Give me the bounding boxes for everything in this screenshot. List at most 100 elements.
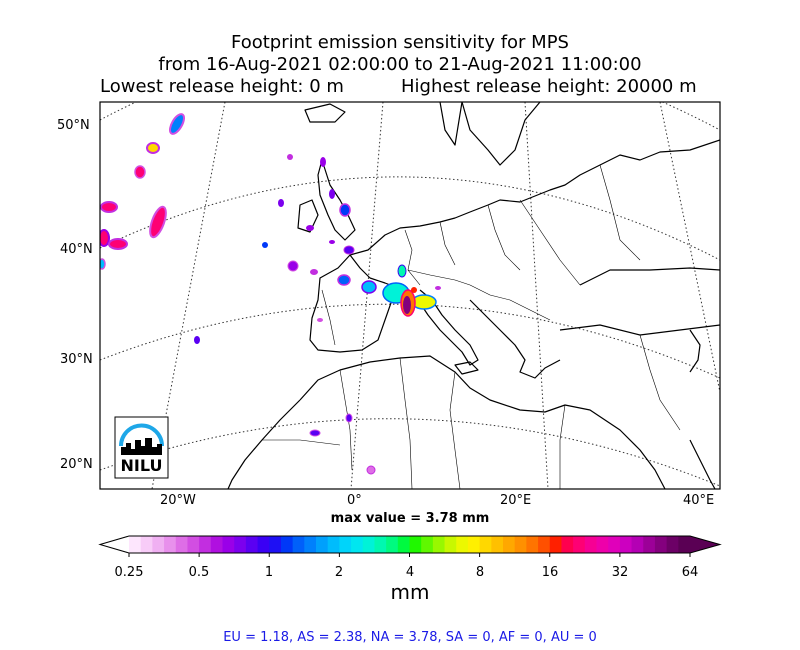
colorbar-swatch [538,536,551,553]
footprint-blob [100,258,106,270]
border-pl-ua [487,204,521,271]
colorbar-swatch [432,536,446,553]
colorbar-swatch [596,536,609,553]
colorbar-swatch [234,536,247,553]
colorbar-extend-high [690,536,720,553]
colorbar-swatch [175,536,189,553]
lat-line-50 [100,102,720,131]
colorbar-swatch [269,536,282,553]
colorbar-tick-label: 16 [541,565,559,580]
colorbar-swatch [362,536,376,553]
iceland-coast [304,103,346,123]
border-iberia [321,289,336,346]
africa-west-coast [227,399,301,489]
footprint-blob [435,286,441,290]
lat-line-20 [100,418,720,487]
footprint-blob [366,465,376,475]
colorbar-unit-label: mm [390,580,430,604]
colorbar-swatch [397,536,411,553]
footprint-field [100,113,441,475]
colorbar-swatch [631,536,644,553]
footprint-blob [287,154,293,160]
colorbar-swatch [257,536,270,553]
lat-label-40n: 40°N [60,242,93,257]
border-africa-4 [559,404,566,489]
colorbar-tick-label: 1 [264,565,274,580]
title-line-2: from 16-Aug-2021 02:00:00 to 21-Aug-2021… [158,54,642,75]
lon-label-20e: 20°E [500,493,532,508]
balkans-coast [469,299,561,379]
footprint-blob [317,318,323,322]
colorbar-tick-label: 4 [405,565,415,580]
colorbar-swatch [374,536,387,553]
footprint-blob [343,245,355,255]
colorbar-swatch [444,536,457,553]
colorbar-tick-label: 64 [681,565,699,580]
map-area [100,102,720,489]
colorbar-swatch [503,536,516,553]
colorbar-swatch [409,536,422,553]
caspian-coast [689,329,701,373]
colorbar-swatch [339,536,352,553]
lon-line-40e [659,102,720,395]
ireland-coast [297,199,319,233]
scandinavia-coast [461,102,541,166]
colorbar-swatch [643,536,656,553]
footprint-blob [329,189,335,199]
colorbar-swatch [280,536,294,553]
footprint-blob [134,165,146,179]
graticule [100,102,720,489]
colorbar-swatch [222,536,235,553]
region-summary: EU = 1.18, AS = 2.38, NA = 3.78, SA = 0,… [223,630,597,645]
footprint-blob [108,238,128,250]
colorbar-swatch [164,536,177,553]
colorbar-swatch [549,536,563,553]
lon-label-0: 0° [347,493,362,508]
colorbar-swatch [666,536,679,553]
colorbar-swatch [584,536,598,553]
colorbar-swatch [152,536,165,553]
footprint-blob [100,201,118,213]
colorbar-swatch [514,536,527,553]
border-de-pl [439,221,456,266]
footprint-blob [309,429,321,437]
colorbar-swatch [654,536,668,553]
colorbar-swatch [678,536,691,553]
country-borders [262,164,681,489]
border-ua-ru [519,199,581,286]
footprint-blob [278,199,284,207]
footprint-blob [397,264,407,278]
border-africa-5 [262,439,341,446]
footprint-blob [403,296,411,314]
footprint-blob [361,280,377,294]
border-africa-2 [399,357,413,489]
colorbar-swatch [619,536,633,553]
nilu-logo-text: NILU [120,456,163,475]
max-value-label: max value = 3.78 mm [330,511,490,526]
footprint-blob [339,203,351,217]
coastlines [227,102,720,489]
lowest-release-height: Lowest release height: 0 m [100,76,344,97]
red-sea-coast [689,439,716,489]
colorbar-swatch [456,536,469,553]
colorbar-swatch [386,536,399,553]
colorbar-tick-label: 8 [475,565,485,580]
footprint-blob [100,229,110,247]
lat-label-20n: 20°N [60,457,93,472]
footprint-blob [310,269,318,275]
footprint-blob [329,240,335,244]
colorbar-swatch [129,536,142,553]
footprint-blob [337,274,351,286]
border-fr-de [404,229,421,286]
colorbar-swatch [467,536,481,553]
colorbar-swatch [327,536,340,553]
border-mideast [639,334,681,431]
footprint-blob [411,287,417,293]
sicily-coast [454,361,479,375]
colorbar-swatch [316,536,329,553]
colorbar-swatch [187,536,200,553]
colorbar-tick-label: 2 [334,565,344,580]
map-frame [99,101,721,490]
colorbar [98,535,722,557]
britain-coast [317,159,356,241]
